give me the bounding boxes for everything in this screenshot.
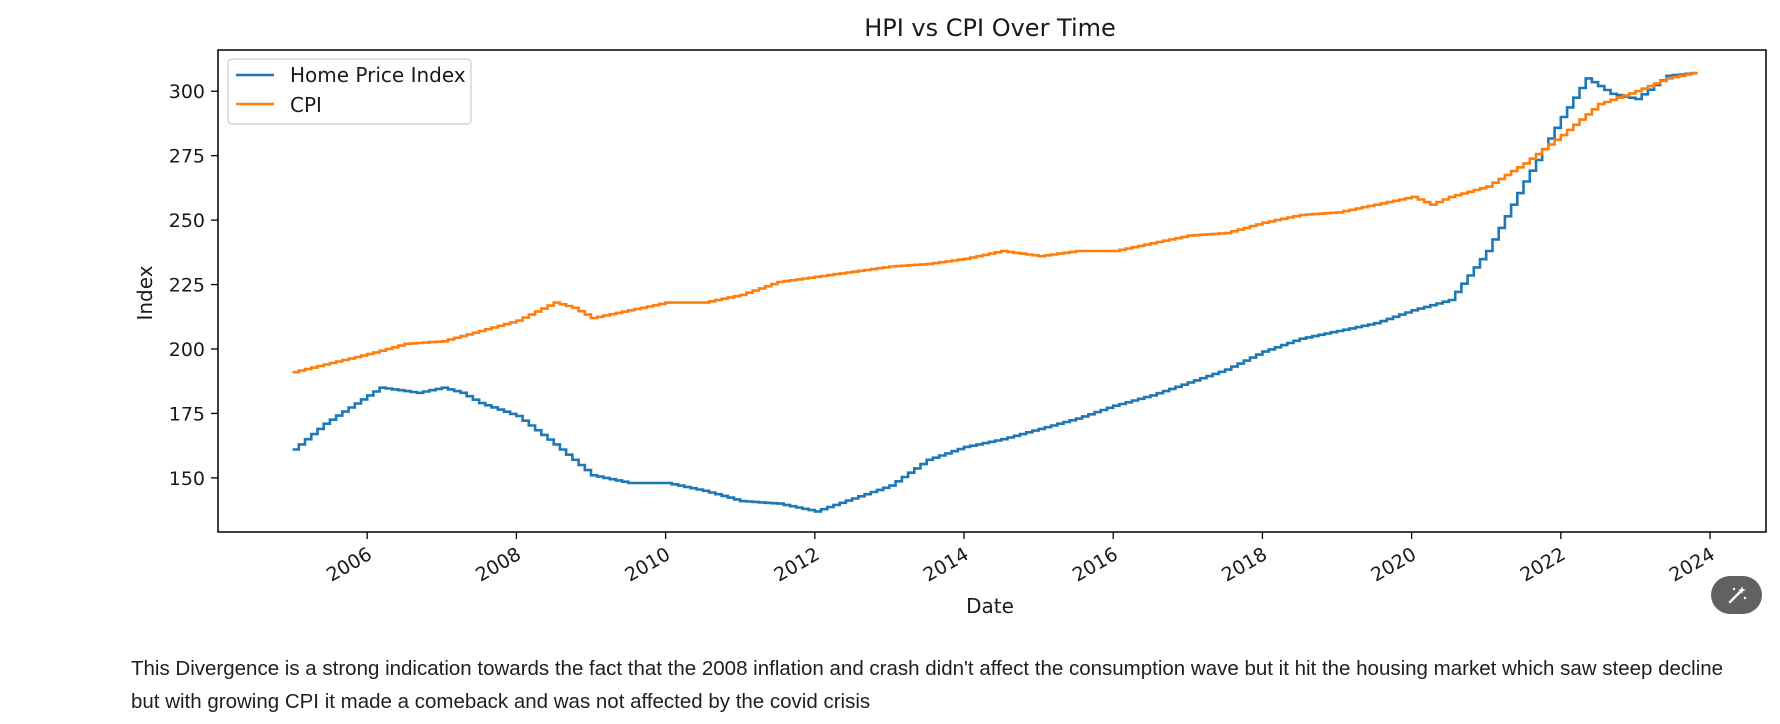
x-tick-label: 2010 <box>621 543 674 586</box>
legend-box <box>227 58 472 125</box>
y-tick-label: 150 <box>169 468 205 490</box>
caption-text: This Divergence is a strong indication t… <box>131 657 1724 713</box>
x-axis: 2006 2008 2010 2012 2014 2016 2018 2020 2022 2024 <box>323 532 1719 587</box>
y-tick-label: 250 <box>169 210 205 232</box>
y-axis-label: Index <box>133 265 157 320</box>
chart-title: HPI vs CPI Over Time <box>864 14 1116 42</box>
y-tick-label: 175 <box>169 403 205 425</box>
x-tick-label: 2024 <box>1666 543 1719 586</box>
legend: Home Price Index CPI <box>227 58 472 125</box>
series-line-cpi <box>292 71 1698 374</box>
plot-lines <box>292 71 1698 513</box>
y-axis: 150 175 200 225 250 275 300 <box>169 81 218 490</box>
x-tick-label: 2020 <box>1367 543 1420 586</box>
legend-label-home-price-index: Home Price Index <box>290 63 466 87</box>
x-tick-label: 2018 <box>1218 543 1271 586</box>
x-tick-label: 2014 <box>920 543 973 586</box>
y-tick-label: 200 <box>169 339 205 361</box>
x-tick-label: 2022 <box>1516 543 1569 586</box>
y-tick-label: 225 <box>169 275 205 297</box>
legend-label-cpi: CPI <box>290 93 322 117</box>
edit-chart-button[interactable] <box>1711 576 1762 614</box>
x-axis-label: Date <box>966 594 1014 618</box>
magic-wand-icon <box>1728 586 1746 604</box>
y-tick-label: 300 <box>169 81 205 103</box>
chart: HPI vs CPI Over Time 2006 2008 2010 2012 201… <box>133 14 1767 618</box>
x-tick-label: 2008 <box>472 543 525 586</box>
x-tick-label: 2012 <box>770 543 823 586</box>
x-tick-label: 2016 <box>1069 543 1122 586</box>
plot-area-frame <box>217 49 1767 533</box>
x-tick-label: 2006 <box>323 543 376 586</box>
series-line-home-price-index <box>292 71 1698 513</box>
y-tick-label: 275 <box>169 146 205 168</box>
